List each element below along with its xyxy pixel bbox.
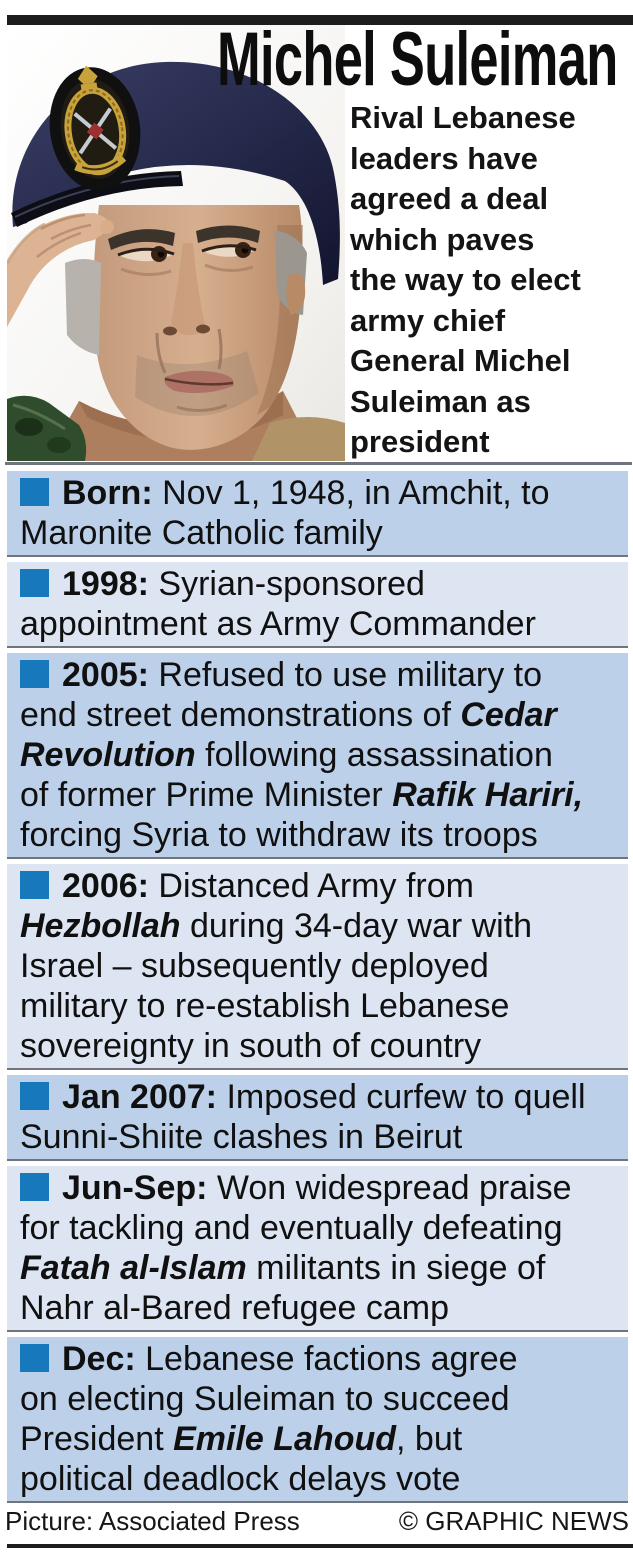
timeline-emphasis: Jan 2007: (62, 1078, 217, 1116)
timeline-emphasis: Revolution (20, 736, 196, 774)
timeline-text: , but (396, 1420, 463, 1458)
intro-line: General Michel (350, 343, 571, 378)
bullet-square-icon (20, 1082, 49, 1110)
timeline-text: Imposed curfew to quell (217, 1078, 586, 1116)
timeline-emphasis: 2006: (62, 867, 149, 905)
timeline-emphasis: 2005: (62, 656, 149, 694)
timeline-text: military to re-establish Lebanese (20, 987, 510, 1025)
timeline-emphasis: Cedar (460, 696, 557, 734)
timeline-text: on electing Suleiman to succeed (20, 1380, 510, 1418)
copyright: © GRAPHIC NEWS (398, 1506, 629, 1536)
timeline-text-line: of former Prime Minister Rafik Hariri, (20, 775, 622, 815)
intro-line: president (350, 424, 490, 459)
timeline-text: Israel – subsequently deployed (20, 947, 489, 985)
header-divider (5, 462, 632, 465)
timeline-text-line: 2005: Refused to use military to (20, 655, 622, 695)
timeline-text-line: Nahr al-Bared refugee camp (20, 1288, 622, 1328)
timeline-text: forcing Syria to withdraw its troops (20, 816, 538, 854)
timeline-text: Sunni-Shiite clashes in Beirut (20, 1118, 463, 1156)
timeline-emphasis: Born: (62, 474, 153, 512)
footer: Picture: Associated Press © GRAPHIC NEWS (5, 1506, 629, 1537)
timeline-section: Born: Nov 1, 1948, in Amchit, to Maronite… (7, 471, 628, 1508)
intro-line: Suleiman as (350, 383, 531, 419)
suleiman-photo-svg (5, 25, 345, 461)
timeline-text-line: Dec: Lebanese factions agree (20, 1339, 622, 1379)
beret-badge-icon (49, 65, 141, 191)
intro-text: Rival Lebanese leaders have agreed a deal w… (350, 98, 633, 463)
timeline-text-line: 2006: Distanced Army from (20, 866, 622, 906)
timeline-text: Distanced Army from (148, 867, 474, 905)
timeline-text: during 34-day war with (180, 907, 533, 945)
timeline-text-line: Revolution following assassination (20, 735, 622, 775)
bullet-square-icon (20, 1344, 49, 1372)
timeline-text: sovereignty in south of country (20, 1027, 482, 1065)
timeline-text: Nahr al-Bared refugee camp (20, 1289, 450, 1327)
timeline-emphasis: Fatah al-Islam (20, 1249, 247, 1287)
timeline-text-line: on electing Suleiman to succeed (20, 1379, 622, 1419)
bullet-square-icon (20, 660, 49, 688)
timeline-text-line: Sunni-Shiite clashes in Beirut (20, 1117, 622, 1157)
timeline-row: 1998: Syrian-sponsored appointment as Arm… (7, 562, 628, 648)
timeline-text-line: forcing Syria to withdraw its troops (20, 815, 622, 855)
timeline-emphasis: Rafik Hariri, (392, 776, 584, 814)
timeline-text: Nov 1, 1948, in Amchit, to (152, 474, 550, 512)
timeline-emphasis: 1998: (62, 565, 149, 603)
timeline-text-line: Hezbollah during 34-day war with (20, 906, 622, 946)
timeline-row: Dec: Lebanese factions agree on electing … (7, 1337, 628, 1503)
intro-line: Rival Lebanese (350, 100, 576, 135)
timeline-text-line: end street demonstrations of Cedar (20, 695, 622, 735)
timeline-text: appointment as Army Commander (20, 605, 536, 643)
bullet-square-icon (20, 569, 49, 597)
timeline-emphasis: Dec: (62, 1340, 136, 1378)
timeline-text: Maronite Catholic family (20, 514, 383, 552)
timeline-text-line: President Emile Lahoud, but (20, 1419, 622, 1459)
timeline-emphasis: Hezbollah (20, 907, 181, 945)
timeline-text: Refused to use military to (148, 656, 543, 694)
timeline-text-line: Born: Nov 1, 1948, in Amchit, to (20, 473, 622, 513)
timeline-text-line: 1998: Syrian-sponsored (20, 564, 622, 604)
photo-illustration (5, 25, 345, 461)
intro-line: the way to elect (350, 262, 581, 297)
top-rule (7, 15, 633, 25)
timeline-text-line: appointment as Army Commander (20, 604, 622, 644)
timeline-row: 2005: Refused to use military to end stre… (7, 653, 628, 859)
timeline-text: political deadlock delays vote (20, 1460, 461, 1498)
timeline-text-line: Fatah al-Islam militants in siege of (20, 1248, 622, 1288)
bottom-rule (7, 1544, 633, 1548)
intro-line: army chief (350, 302, 506, 338)
timeline-text: following assassination (195, 736, 553, 774)
timeline-text: for tackling and eventually defeating (20, 1209, 563, 1247)
bullet-square-icon (20, 871, 49, 899)
timeline-row: Jun-Sep: Won widespread praise for tackli… (7, 1166, 628, 1332)
intro-line: leaders have (350, 140, 538, 176)
timeline-emphasis: Jun-Sep: (62, 1169, 208, 1207)
timeline-text: President (20, 1420, 174, 1458)
intro-line: agreed a deal (350, 181, 549, 216)
timeline-text-line: Jan 2007: Imposed curfew to quell (20, 1077, 622, 1117)
timeline-text: end street demonstrations of (20, 696, 461, 734)
timeline-text-line: for tackling and eventually defeating (20, 1208, 622, 1248)
timeline-text: Lebanese factions agree (135, 1340, 518, 1378)
timeline-text-line: political deadlock delays vote (20, 1459, 622, 1499)
timeline-text: Won widespread praise (207, 1169, 572, 1207)
bullet-square-icon (20, 478, 49, 506)
timeline-row: Born: Nov 1, 1948, in Amchit, to Maronite… (7, 471, 628, 557)
timeline-row: Jan 2007: Imposed curfew to quell Sunni-S… (7, 1075, 628, 1161)
timeline-text-line: Israel – subsequently deployed (20, 946, 622, 986)
picture-credit: Picture: Associated Press (5, 1506, 300, 1536)
page-title: Michel Suleiman (217, 17, 618, 102)
timeline-row: 2006: Distanced Army from Hezbollah durin… (7, 864, 628, 1070)
timeline-text-line: sovereignty in south of country (20, 1026, 622, 1066)
timeline-text-line: military to re-establish Lebanese (20, 986, 622, 1026)
timeline-text-line: Jun-Sep: Won widespread praise (20, 1168, 622, 1208)
intro-line: which paves (350, 221, 535, 257)
timeline-emphasis: Emile Lahoud (173, 1420, 397, 1458)
timeline-text: Syrian-sponsored (148, 565, 425, 603)
timeline-text-line: Maronite Catholic family (20, 513, 622, 553)
bullet-square-icon (20, 1173, 49, 1201)
timeline-text: of former Prime Minister (20, 776, 393, 814)
timeline-text: militants in siege of (246, 1249, 546, 1287)
